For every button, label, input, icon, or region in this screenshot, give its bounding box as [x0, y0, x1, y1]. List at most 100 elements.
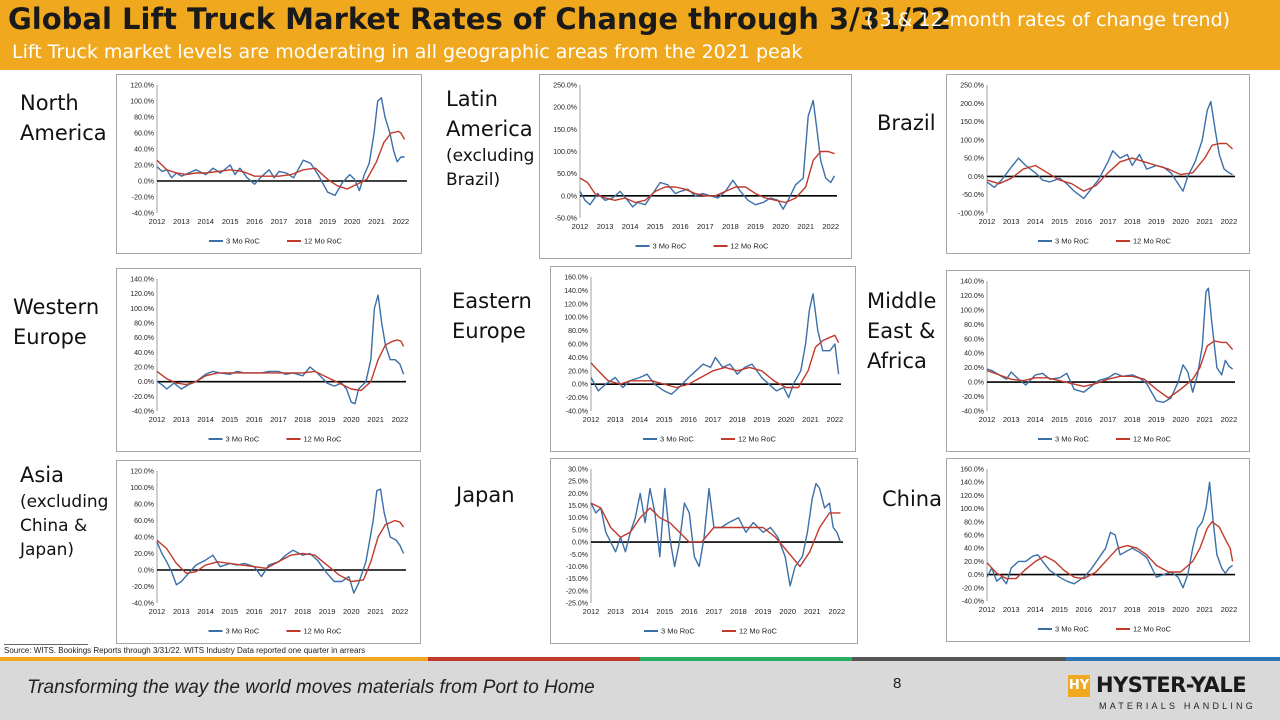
region-label-line: (excluding: [446, 146, 535, 166]
y-tick-label: 40.0%: [568, 355, 588, 362]
y-tick-label: 100.0%: [960, 137, 984, 144]
region-label-line: East &: [867, 319, 936, 343]
series-line: [156, 339, 405, 392]
y-tick-label: 200.0%: [553, 105, 577, 112]
page-number: 8: [893, 675, 902, 692]
logo-tagline: MATERIALS HANDLING: [1099, 701, 1256, 711]
legend-label: 12 Mo RoC: [1133, 435, 1172, 444]
x-tick-label: 2018: [1124, 415, 1141, 424]
x-tick-label: 2021: [368, 217, 385, 226]
x-tick-label: 2017: [271, 217, 288, 226]
y-tick-label: 80.0%: [134, 321, 154, 328]
x-tick-label: 2018: [294, 415, 311, 424]
x-tick-label: 2012: [979, 217, 996, 226]
legend-label: 12 Mo RoC: [304, 435, 343, 444]
legend-label: 12 Mo RoC: [1133, 625, 1172, 634]
y-tick-label: 40.0%: [134, 350, 154, 357]
x-tick-label: 2017: [1100, 415, 1117, 424]
y-tick-label: 100.0%: [130, 485, 154, 492]
x-tick-label: 2013: [1003, 415, 1020, 424]
chart-north-america: -40.0% -20.0% 0.0% 20.0% 40.0% 60.0% 80.0% 100.…: [116, 74, 422, 254]
x-tick-label: 2016: [246, 217, 263, 226]
y-tick-label: 100.0%: [960, 307, 984, 314]
x-tick-label: 2021: [804, 607, 821, 616]
legend-label: 3 Mo RoC: [226, 237, 260, 246]
region-label-line: Latin: [446, 87, 498, 111]
y-tick-label: 60.0%: [134, 131, 154, 138]
x-tick-label: 2022: [1221, 217, 1238, 226]
region-label-japan: Japan: [456, 480, 515, 510]
y-tick-label: -40.0%: [566, 409, 588, 416]
y-tick-label: 60.0%: [964, 533, 984, 540]
x-tick-label: 2018: [295, 217, 312, 226]
x-tick-label: 2016: [246, 415, 263, 424]
x-tick-label: 2022: [393, 217, 410, 226]
y-tick-label: 0.0%: [138, 179, 154, 186]
x-tick-label: 2022: [1221, 605, 1238, 614]
x-tick-label: 2012: [149, 415, 166, 424]
region-label-line: Western: [13, 295, 100, 319]
x-tick-label: 2020: [1172, 217, 1189, 226]
color-stripe: [1066, 657, 1280, 661]
y-tick-label: 150.0%: [960, 119, 984, 126]
y-tick-label: 20.0%: [568, 491, 588, 498]
x-tick-label: 2015: [647, 222, 664, 231]
x-tick-label: 2021: [802, 415, 819, 424]
x-tick-label: 2013: [173, 217, 190, 226]
logo-mark-icon: HY: [1068, 675, 1090, 697]
x-tick-label: 2020: [779, 607, 796, 616]
x-tick-label: 2016: [672, 222, 689, 231]
y-tick-label: 60.0%: [134, 518, 154, 525]
series-line: [156, 294, 405, 405]
y-tick-label: 150.0%: [553, 127, 577, 134]
series-line: [579, 150, 835, 204]
x-tick-label: 2012: [583, 415, 600, 424]
x-tick-label: 2020: [1172, 415, 1189, 424]
chart-brazil: -100.0% -50.0% 0.0% 50.0% 100.0% 150.0% 200.0%…: [946, 74, 1250, 254]
y-tick-label: 100.0%: [553, 149, 577, 156]
x-tick-label: 2022: [1221, 415, 1238, 424]
region-label-line: Japan: [456, 483, 515, 507]
y-tick-label: 40.0%: [964, 546, 984, 553]
x-tick-label: 2012: [979, 415, 996, 424]
x-tick-label: 2019: [1148, 415, 1165, 424]
y-tick-label: 100.0%: [130, 99, 154, 106]
legend-label: 12 Mo RoC: [739, 627, 778, 636]
x-tick-label: 2015: [222, 607, 239, 616]
color-stripe: [852, 657, 1066, 661]
x-tick-label: 2018: [1124, 605, 1141, 614]
x-tick-label: 2014: [1027, 415, 1044, 424]
region-label-brazil: Brazil: [877, 108, 936, 138]
y-tick-label: -50.0%: [555, 216, 577, 223]
x-tick-label: 2018: [294, 607, 311, 616]
x-tick-label: 2014: [197, 607, 214, 616]
x-tick-label: 2014: [1027, 217, 1044, 226]
chart-asia: -40.0% -20.0% 0.0% 20.0% 40.0% 60.0% 80.0% 100.…: [116, 460, 421, 644]
y-tick-label: 0.0%: [968, 572, 984, 579]
legend-label: 3 Mo RoC: [661, 627, 695, 636]
y-tick-label: -20.0%: [132, 394, 154, 401]
legend-label: 3 Mo RoC: [1055, 435, 1089, 444]
region-label-china: China: [882, 484, 942, 514]
y-tick-label: 20.0%: [964, 365, 984, 372]
x-tick-label: 2015: [1051, 217, 1068, 226]
y-tick-label: -25.0%: [566, 601, 588, 608]
y-tick-label: 0.0%: [561, 193, 577, 200]
x-tick-label: 2014: [631, 415, 648, 424]
y-tick-label: -15.0%: [566, 576, 588, 583]
y-tick-label: 20.0%: [134, 163, 154, 170]
y-tick-label: -40.0%: [962, 409, 984, 416]
x-tick-label: 2013: [607, 607, 624, 616]
y-tick-label: 50.0%: [964, 156, 984, 163]
region-label-line: Europe: [452, 319, 526, 343]
x-tick-label: 2017: [270, 607, 287, 616]
chart-eastern-europe: -40.0% -20.0% 0.0% 20.0% 40.0% 60.0% 80.0% 100.…: [550, 266, 856, 452]
y-tick-label: -50.0%: [962, 192, 984, 199]
chart-western-europe: -40.0% -20.0% 0.0% 20.0% 40.0% 60.0% 80.0% 100.…: [116, 268, 421, 452]
legend-label: 3 Mo RoC: [226, 435, 260, 444]
x-tick-label: 2021: [367, 607, 384, 616]
x-tick-label: 2016: [1075, 605, 1092, 614]
x-tick-label: 2013: [1003, 217, 1020, 226]
x-tick-label: 2017: [1100, 605, 1117, 614]
y-tick-label: -20.0%: [132, 584, 154, 591]
